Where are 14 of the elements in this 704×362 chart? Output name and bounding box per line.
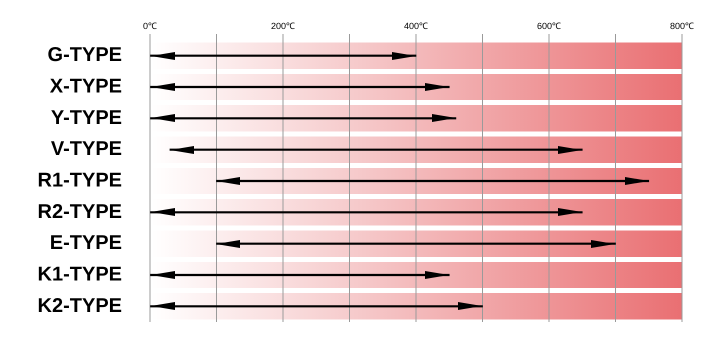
y-tick-label: V-TYPE: [50, 138, 122, 160]
y-tick-label: E-TYPE: [50, 232, 122, 254]
x-tick-label: 400℃: [404, 21, 428, 32]
x-tick-label: 0℃: [142, 21, 158, 32]
y-tick-label: Y-TYPE: [50, 106, 122, 129]
y-tick-label: R2-TYPE: [38, 200, 122, 223]
y-tick-label: K2-TYPE: [38, 294, 122, 317]
y-tick-label: G-TYPE: [48, 44, 122, 66]
y-tick-label: X-TYPE: [50, 76, 122, 98]
y-tick-label: R1-TYPE: [38, 170, 122, 192]
y-tick-label: K1-TYPE: [38, 264, 122, 286]
x-tick-label: 800℃: [670, 21, 694, 32]
x-tick-label: 200℃: [270, 21, 296, 32]
x-tick-label: 600℃: [536, 21, 562, 32]
